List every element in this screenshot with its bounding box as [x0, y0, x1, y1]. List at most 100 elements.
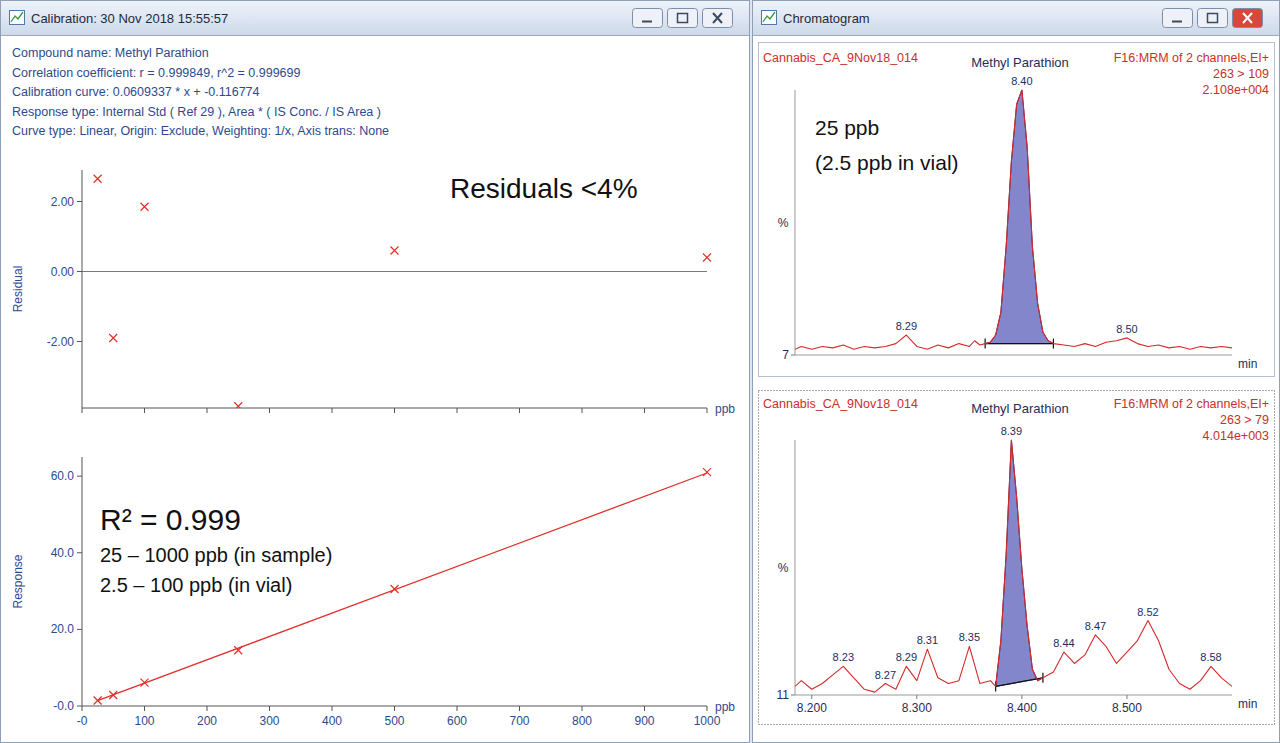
plot-data	[94, 175, 711, 408]
y-axis-label: %	[778, 216, 789, 230]
x-tick-label: -0	[77, 714, 88, 728]
window-button[interactable]	[668, 9, 698, 28]
peak-label: 8.35	[959, 631, 980, 643]
channel: F16:MRM of 2 channels,EI+	[1114, 51, 1269, 65]
plot-data	[94, 468, 711, 704]
channel: F16:MRM of 2 channels,EI+	[1114, 397, 1269, 411]
y-tick	[77, 629, 82, 630]
transition: 263 > 109	[1213, 67, 1269, 81]
y-axis-label: %	[778, 561, 789, 575]
peak-label: 8.29	[896, 651, 917, 663]
y-tick-label: 40.0	[51, 546, 75, 560]
peak-label: 8.39	[1001, 425, 1022, 437]
integrated-area	[996, 440, 1043, 686]
integrated-peak	[996, 440, 1043, 691]
y-tick	[77, 706, 82, 707]
y-axis	[795, 440, 796, 695]
y-axis-label: Response	[11, 554, 25, 608]
y-tick	[77, 476, 82, 477]
annotation: (2.5 ppb in vial)	[815, 151, 959, 174]
x-tick-label: 8.500	[1112, 701, 1142, 715]
y-tick-label: 0.00	[51, 265, 75, 279]
window-button-face[interactable]	[668, 9, 698, 28]
chromatogram-panel: Cannabis_CA_9Nov18_014Methyl ParathionF1…	[759, 391, 1275, 725]
x-axis-label: ppb	[715, 700, 735, 714]
data-point	[109, 334, 117, 342]
peak-label: 8.50	[1116, 323, 1137, 335]
sample-name: Cannabis_CA_9Nov18_014	[763, 51, 918, 65]
x-tick	[82, 706, 83, 711]
window-button-face[interactable]	[1163, 9, 1193, 28]
x-tick-label: 8.300	[902, 701, 932, 715]
data-point	[703, 468, 711, 476]
x-axis	[795, 355, 1232, 356]
y-tick	[77, 271, 82, 272]
x-tick	[457, 706, 458, 711]
y-tick-label: -0.0	[53, 699, 74, 713]
x-tick	[144, 408, 145, 413]
panel-frame	[759, 391, 1275, 725]
window-button[interactable]	[1233, 9, 1263, 28]
marker	[391, 247, 399, 255]
peak-label: 8.29	[896, 320, 917, 332]
window-button-face[interactable]	[1233, 9, 1263, 28]
title-bar-edge	[1, 35, 749, 36]
window-button[interactable]	[1198, 9, 1228, 28]
x-tick	[394, 706, 395, 711]
window-icon	[762, 11, 777, 25]
peak-label: 8.58	[1200, 651, 1221, 663]
compound-title: Methyl Parathion	[971, 55, 1069, 70]
chromatogram-panel: Cannabis_CA_9Nov18_014 Methyl Parathion F1…	[759, 43, 1275, 377]
peak-label: 8.52	[1137, 606, 1158, 618]
x-tick-label: 600	[447, 714, 467, 728]
title-bar	[1, 1, 749, 35]
info-line: Response type: Internal Std ( Ref 29 ), …	[12, 105, 381, 119]
x-tick-label: 300	[259, 714, 279, 728]
reference-line	[82, 271, 707, 272]
info-line: Calibration curve: 0.0609337 * x + -0.11…	[12, 85, 260, 99]
window: Chromatogram	[753, 1, 1280, 743]
y-tick	[791, 355, 795, 356]
trace	[795, 90, 1232, 349]
info-line: Curve type: Linear, Origin: Exclude, Wei…	[12, 124, 389, 138]
window-button-face[interactable]	[703, 9, 733, 28]
intensity: 2.108e+004	[1203, 83, 1269, 97]
peak-label: 8.27	[875, 669, 896, 681]
y-tick-label: 60.0	[51, 469, 75, 483]
window-title: Chromatogram	[783, 11, 870, 26]
annotation: 2.5 – 100 ppb (in vial)	[100, 574, 292, 596]
info-line: Compound name: Methyl Parathion	[12, 46, 209, 60]
window-button[interactable]	[1163, 9, 1193, 28]
calibration-plot: -0.020.040.060.0-01002003004005006007008…	[11, 457, 735, 728]
y-tick-label: 20.0	[51, 622, 75, 636]
y-axis	[82, 457, 83, 706]
annotation: R² = 0.999	[100, 503, 241, 536]
window-button-face[interactable]	[1198, 9, 1228, 28]
x-tick	[811, 695, 812, 699]
x-axis	[795, 695, 1232, 696]
x-tick	[269, 706, 270, 711]
x-axis-label: min	[1238, 697, 1257, 711]
x-tick-label: 800	[572, 714, 592, 728]
x-tick-label: 8.200	[797, 701, 827, 715]
marker	[141, 203, 149, 211]
y-tick-label: -2.00	[47, 335, 75, 349]
window-frame	[1, 1, 750, 743]
integration-baseline	[996, 678, 1043, 687]
intensity: 4.014e+003	[1203, 429, 1269, 443]
window-button-face[interactable]	[633, 9, 663, 28]
window-button[interactable]	[703, 9, 733, 28]
maximize-glyph	[678, 14, 688, 23]
data-point	[391, 247, 399, 255]
data-point	[141, 203, 149, 211]
x-tick-label: 500	[384, 714, 404, 728]
x-tick	[394, 408, 395, 413]
panel-frame	[759, 43, 1275, 377]
data-point	[703, 254, 711, 262]
window-button[interactable]	[633, 9, 663, 28]
peak-label: 8.31	[917, 634, 938, 646]
sample-name: Cannabis_CA_9Nov18_014	[763, 397, 918, 411]
y-tick-label: 7	[782, 348, 789, 362]
x-tick	[332, 706, 333, 711]
integration-baseline	[985, 343, 1053, 344]
